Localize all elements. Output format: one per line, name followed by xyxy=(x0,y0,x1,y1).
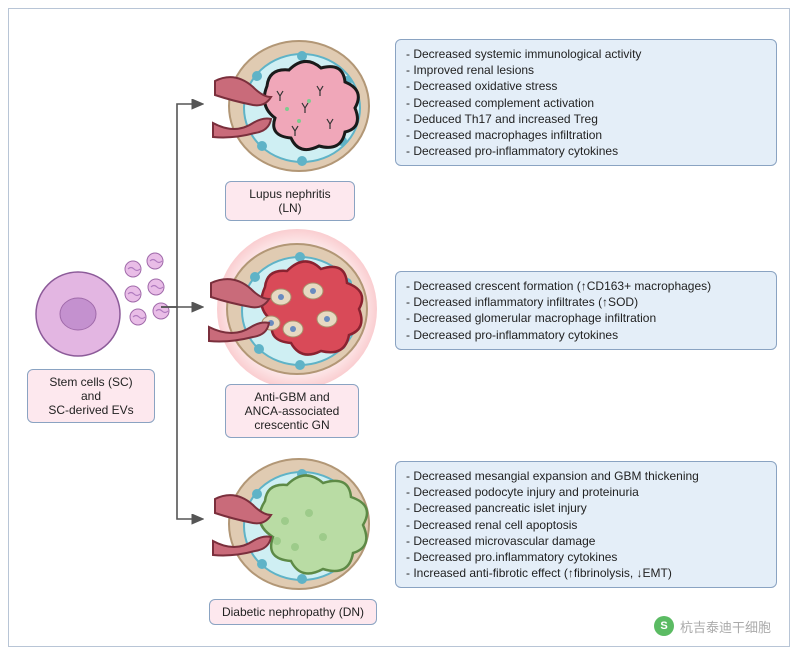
disease-label-lupus: Lupus nephritis (LN) xyxy=(225,181,355,221)
wechat-icon: S xyxy=(654,616,674,636)
effect-line: - Increased anti-fibrotic effect (↑fibri… xyxy=(406,565,766,581)
label-text: Anti-GBM andANCA-associatedcrescentic GN xyxy=(245,390,340,432)
effect-line: - Deduced Th17 and increased Treg xyxy=(406,111,766,127)
effects-box-crescentic: - Decreased crescent formation (↑CD163+ … xyxy=(395,271,777,350)
effects-box-diabetic: - Decreased mesangial expansion and GBM … xyxy=(395,461,777,588)
effects-box-lupus: - Decreased systemic immunological activ… xyxy=(395,39,777,166)
glomerulus-lupus xyxy=(207,31,377,186)
watermark: S 杭吉泰迪干细胞 xyxy=(654,616,771,636)
glomerulus-crescentic xyxy=(201,227,385,396)
effect-line: - Decreased systemic immunological activ… xyxy=(406,46,766,62)
glomerulus-diabetic xyxy=(207,449,377,604)
effect-line: - Decreased inflammatory infiltrates (↑S… xyxy=(406,294,766,310)
effect-line: - Decreased pro.inflammatory cytokines xyxy=(406,549,766,565)
label-text: Diabetic nephropathy (DN) xyxy=(222,605,364,619)
effect-line: - Decreased oxidative stress xyxy=(406,78,766,94)
effect-line: - Decreased crescent formation (↑CD163+ … xyxy=(406,278,766,294)
effect-line: - Improved renal lesions xyxy=(406,62,766,78)
effect-line: - Decreased pro-inflammatory cytokines xyxy=(406,327,766,343)
effect-line: - Decreased microvascular damage xyxy=(406,533,766,549)
effect-line: - Decreased renal cell apoptosis xyxy=(406,517,766,533)
effect-line: - Decreased mesangial expansion and GBM … xyxy=(406,468,766,484)
disease-label-crescentic: Anti-GBM andANCA-associatedcrescentic GN xyxy=(225,384,359,438)
effect-line: - Decreased macrophages infiltration xyxy=(406,127,766,143)
label-text: Lupus nephritis (LN) xyxy=(249,187,330,215)
effect-line: - Decreased complement activation xyxy=(406,95,766,111)
diagram-frame: Stem cells (SC) andSC-derived EVs xyxy=(8,8,790,647)
disease-label-diabetic: Diabetic nephropathy (DN) xyxy=(209,599,377,625)
watermark-text: 杭吉泰迪干细胞 xyxy=(680,617,771,636)
effect-line: - Decreased pancreatic islet injury xyxy=(406,500,766,516)
effect-line: - Decreased pro-inflammatory cytokines xyxy=(406,143,766,159)
effect-line: - Decreased glomerular macrophage infilt… xyxy=(406,310,766,326)
effect-line: - Decreased podocyte injury and proteinu… xyxy=(406,484,766,500)
